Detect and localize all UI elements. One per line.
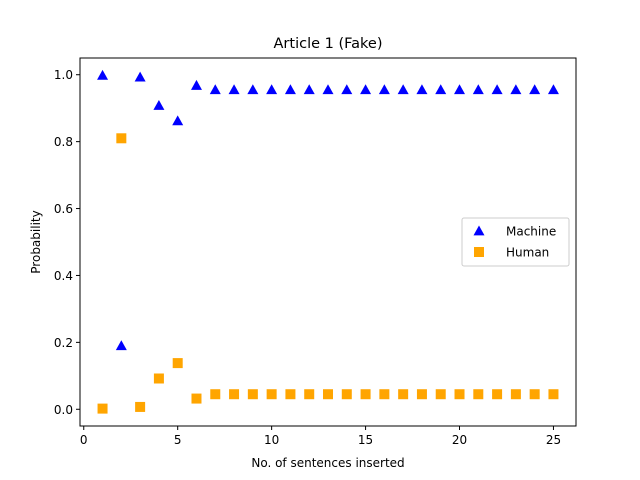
machine-point [510, 84, 522, 95]
human-point [548, 389, 559, 400]
machine-point [472, 84, 484, 95]
human-point [473, 389, 484, 400]
human-point [191, 393, 202, 404]
human-point [435, 389, 446, 400]
y-tick-label: 0.6 [54, 202, 73, 216]
y-axis-label: Probability [29, 210, 43, 273]
machine-point [97, 69, 109, 80]
machine-point [115, 340, 127, 351]
human-point [379, 389, 390, 400]
machine-point [322, 84, 334, 95]
human-point [492, 389, 503, 400]
human-point [510, 389, 521, 400]
y-tick-label: 1.0 [54, 68, 73, 82]
human-point [97, 403, 108, 414]
x-tick-label: 15 [358, 433, 373, 447]
human-point [416, 389, 427, 400]
human-point [153, 373, 164, 384]
human-point [323, 389, 333, 400]
machine-point [153, 100, 165, 110]
machine-point [529, 84, 541, 95]
human-point [454, 389, 465, 400]
y-tick-label: 0.2 [54, 336, 73, 350]
legend-label-human: Human [506, 246, 549, 260]
human-point [210, 389, 221, 400]
machine-point [172, 115, 184, 126]
x-tick-label: 0 [80, 433, 88, 447]
human-point [247, 389, 258, 400]
axis-ticks: 0 5 10 15 20 25 0.0 0.2 0.4 0.6 0.8 1.0 [54, 68, 561, 447]
human-point [116, 133, 127, 144]
machine-point [547, 84, 559, 95]
x-tick-label: 10 [264, 433, 279, 447]
human-point [229, 389, 240, 400]
y-tick-label: 0.0 [54, 403, 73, 417]
human-point [285, 389, 296, 400]
human-point [341, 389, 352, 400]
human-point [398, 389, 409, 400]
machine-point [266, 84, 278, 95]
machine-point [190, 79, 202, 90]
machine-point [228, 84, 240, 95]
x-tick-label: 20 [452, 433, 467, 447]
machine-point [397, 84, 409, 95]
legend-marker-machine [473, 225, 485, 236]
machine-point [360, 84, 372, 95]
machine-point [435, 84, 447, 95]
machine-point [491, 84, 503, 95]
data-marks [97, 69, 559, 414]
human-point [529, 389, 540, 400]
human-point [266, 389, 277, 400]
machine-point [378, 84, 390, 95]
human-point [172, 358, 183, 369]
human-point [135, 401, 146, 412]
machine-point [209, 84, 221, 95]
machine-point [134, 71, 146, 82]
human-point [360, 389, 371, 400]
chart-title: Article 1 (Fake) [274, 36, 383, 52]
x-tick-label: 5 [174, 433, 182, 447]
legend-label-machine: Machine [506, 225, 556, 239]
machine-point [303, 84, 315, 95]
legend-marker-human [474, 247, 484, 257]
legend-box [461, 217, 570, 267]
x-axis-label: No. of sentences inserted [251, 456, 404, 470]
legend: Machine Human [461, 217, 570, 267]
x-tick-label: 25 [546, 433, 561, 447]
machine-point [247, 84, 259, 95]
machine-point [416, 84, 428, 95]
y-tick-label: 0.8 [54, 135, 73, 149]
machine-point [284, 84, 296, 95]
machine-point [341, 84, 353, 95]
y-tick-label: 0.4 [54, 269, 73, 283]
plot-frame [79, 57, 577, 427]
human-point [304, 389, 315, 400]
machine-point [454, 84, 466, 95]
